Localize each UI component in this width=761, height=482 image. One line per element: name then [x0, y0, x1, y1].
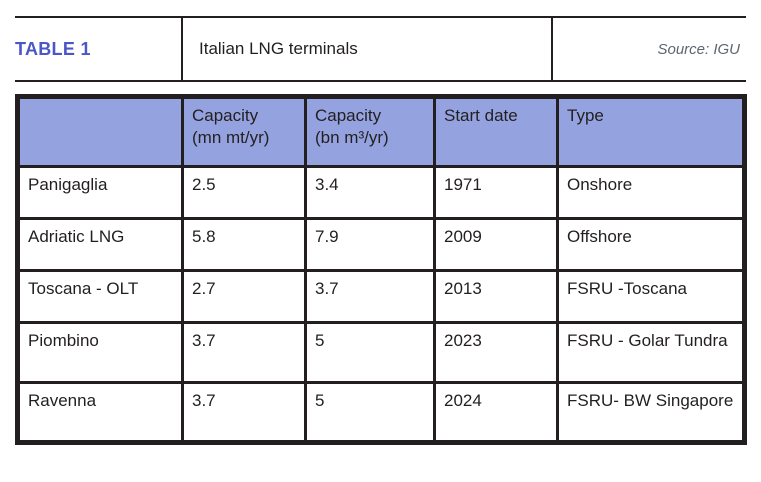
cell-terminal-name: Ravenna: [16, 381, 184, 444]
cell-type: FSRU- BW Singapore: [556, 381, 746, 444]
cell-start-date: 2024: [433, 381, 559, 444]
col-header-start-date: Start date: [433, 95, 559, 168]
cell-capacity-bcm: 3.4: [304, 165, 436, 220]
cell-type: FSRU - Golar Tundra: [556, 321, 746, 384]
table-title: Italian LNG terminals: [181, 18, 553, 80]
cell-capacity-bcm: 5: [304, 381, 436, 444]
table-caption-band: TABLE 1 Italian LNG terminals Source: IG…: [15, 16, 746, 82]
cell-start-date: 2023: [433, 321, 559, 384]
table-row: Ravenna 3.7 5 2024 FSRU- BW Singapore: [16, 381, 746, 444]
table-row: Toscana - OLT 2.7 3.7 2013 FSRU -Toscana: [16, 269, 746, 324]
col-header-capacity-bcm: Capacity (bn m³/yr): [304, 95, 436, 168]
cell-capacity-bcm: 7.9: [304, 217, 436, 272]
table-row: Panigaglia 2.5 3.4 1971 Onshore: [16, 165, 746, 220]
cell-type: Offshore: [556, 217, 746, 272]
col-header-type: Type: [556, 95, 746, 168]
cell-start-date: 2013: [433, 269, 559, 324]
cell-capacity-mt: 5.8: [181, 217, 307, 272]
cell-type: Onshore: [556, 165, 746, 220]
col-header-capacity-mt: Capacity (mn mt/yr): [181, 95, 307, 168]
cell-capacity-bcm: 3.7: [304, 269, 436, 324]
cell-capacity-mt: 2.7: [181, 269, 307, 324]
cell-start-date: 1971: [433, 165, 559, 220]
table-number-label: TABLE 1: [15, 38, 91, 59]
table-row: Piombino 3.7 5 2023 FSRU - Golar Tundra: [16, 321, 746, 384]
cell-capacity-mt: 2.5: [181, 165, 307, 220]
cell-terminal-name: Panigaglia: [16, 165, 184, 220]
cell-terminal-name: Adriatic LNG: [16, 217, 184, 272]
cell-capacity-mt: 3.7: [181, 381, 307, 444]
cell-capacity-mt: 3.7: [181, 321, 307, 384]
lng-terminals-table: Capacity (mn mt/yr) Capacity (bn m³/yr) …: [15, 94, 747, 445]
cell-start-date: 2009: [433, 217, 559, 272]
cell-terminal-name: Piombino: [16, 321, 184, 384]
table-header-row: Capacity (mn mt/yr) Capacity (bn m³/yr) …: [16, 95, 746, 168]
cell-type: FSRU -Toscana: [556, 269, 746, 324]
cell-terminal-name: Toscana - OLT: [16, 269, 184, 324]
cell-capacity-bcm: 5: [304, 321, 436, 384]
table-row: Adriatic LNG 5.8 7.9 2009 Offshore: [16, 217, 746, 272]
table-source: Source: IGU: [657, 40, 740, 58]
col-header-terminal: [16, 95, 184, 168]
